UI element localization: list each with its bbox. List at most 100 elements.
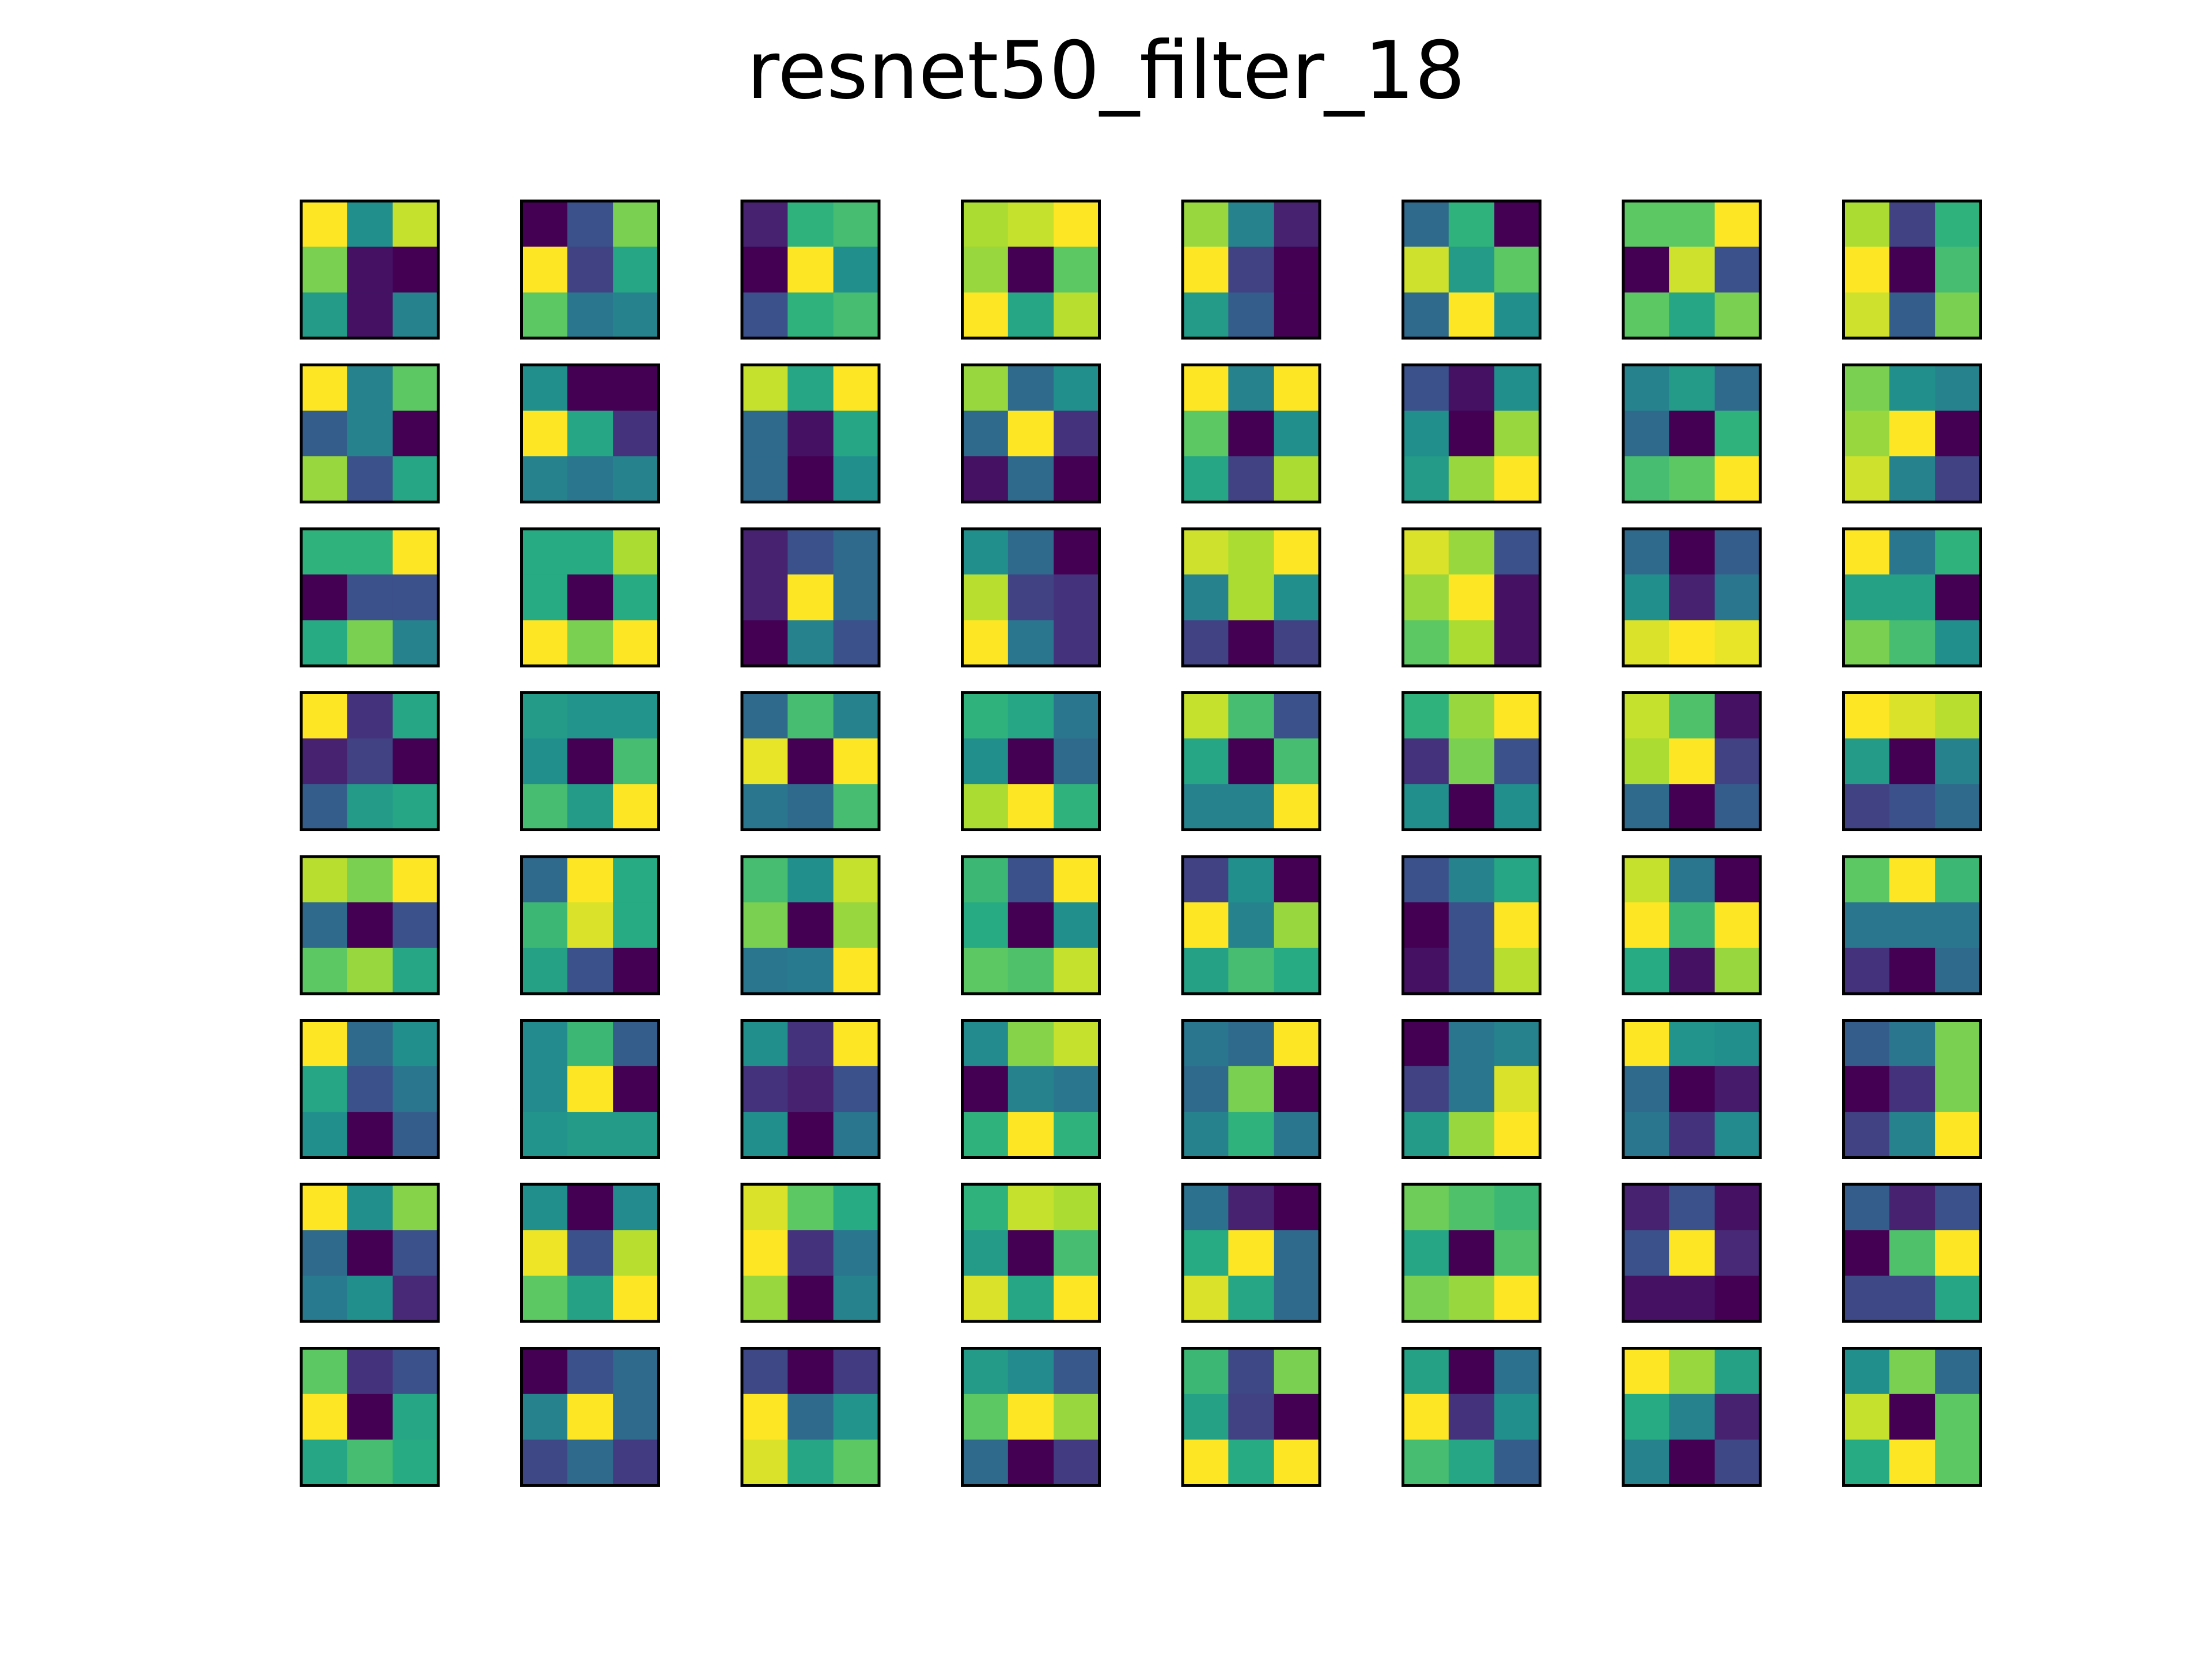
filter-40-cell-1-2 <box>1935 902 1982 949</box>
filter-16-cell-2-1 <box>1889 456 1936 503</box>
filter-58-cell-0-2 <box>613 1348 660 1395</box>
filter-25-frame <box>300 691 440 831</box>
filter-5-frame <box>1181 199 1321 340</box>
filter-47-cell-1-2 <box>1714 1066 1761 1112</box>
filter-15-frame <box>1622 363 1762 503</box>
filter-31-cell-0-1 <box>1669 692 1715 739</box>
filter-34-heatmap <box>520 855 660 995</box>
filter-28-cell-0-0 <box>962 692 1009 739</box>
filter-59-cell-2-0 <box>742 1440 788 1486</box>
filter-6-cell-0-1 <box>1448 201 1495 247</box>
filter-18-cell-1-2 <box>613 574 660 621</box>
filter-46-cell-2-1 <box>1448 1112 1495 1158</box>
filter-44-cell-0-0 <box>962 1020 1009 1067</box>
filter-54-cell-2-0 <box>1403 1275 1449 1322</box>
filter-43-cell-2-0 <box>742 1112 788 1158</box>
filter-14-cell-2-1 <box>1448 456 1495 503</box>
filter-32-cell-2-1 <box>1889 784 1936 831</box>
filter-37-heatmap <box>1181 855 1321 995</box>
filter-23-cell-2-1 <box>1669 620 1715 666</box>
filter-14-frame <box>1402 363 1541 503</box>
filter-53-cell-0-2 <box>1274 1184 1320 1230</box>
filter-55-cell-1-0 <box>1623 1230 1669 1277</box>
filter-21-cell-2-0 <box>1183 620 1229 666</box>
filter-58-frame <box>520 1347 660 1487</box>
filter-60-cell-1-0 <box>962 1393 1009 1440</box>
filter-63-cell-2-0 <box>1623 1440 1669 1486</box>
filter-37-cell-1-0 <box>1183 902 1229 949</box>
filter-50-heatmap <box>520 1183 660 1323</box>
filter-30-cell-1-0 <box>1403 738 1449 785</box>
filter-9-frame <box>300 363 440 503</box>
filter-42-cell-0-1 <box>567 1020 613 1067</box>
filter-20-cell-2-2 <box>1054 620 1100 666</box>
filter-16-frame <box>1842 363 1982 503</box>
filter-19-cell-0-2 <box>833 529 880 575</box>
filter-41-cell-1-2 <box>392 1066 439 1112</box>
filter-9-cell-1-0 <box>301 410 347 457</box>
filter-59-cell-1-1 <box>787 1393 834 1440</box>
chart-title: resnet50_filter_18 <box>747 24 1465 117</box>
filter-62-frame <box>1402 1347 1541 1487</box>
filter-19-cell-0-0 <box>742 529 788 575</box>
filter-38-cell-0-2 <box>1494 857 1541 903</box>
filter-16-cell-1-2 <box>1935 410 1982 457</box>
filter-25-cell-0-2 <box>392 692 439 739</box>
filter-41-cell-2-1 <box>347 1112 393 1158</box>
filter-23-cell-1-0 <box>1623 574 1669 621</box>
filter-17-cell-0-0 <box>301 529 347 575</box>
filter-11-frame <box>740 363 881 503</box>
filter-43-heatmap <box>740 1019 881 1159</box>
filter-11-cell-1-2 <box>833 410 880 457</box>
filter-52-cell-2-0 <box>962 1275 1009 1322</box>
filter-45-cell-0-2 <box>1274 1020 1320 1067</box>
filter-23-cell-1-2 <box>1714 574 1761 621</box>
filter-44-cell-0-1 <box>1007 1020 1054 1067</box>
filter-31-cell-2-0 <box>1623 784 1669 831</box>
filter-19-cell-0-1 <box>787 529 834 575</box>
filter-33-cell-0-2 <box>392 857 439 903</box>
filter-42-cell-1-1 <box>567 1066 613 1112</box>
filter-55-cell-0-2 <box>1714 1184 1761 1230</box>
filter-14-cell-0-1 <box>1448 365 1495 411</box>
filter-37-cell-1-1 <box>1228 902 1275 949</box>
filter-7-cell-1-0 <box>1623 247 1669 293</box>
filter-17-frame <box>300 527 440 668</box>
filter-3-cell-0-1 <box>787 201 834 247</box>
filter-9-cell-2-1 <box>347 456 393 503</box>
filter-30-frame <box>1402 691 1541 831</box>
filter-48-frame <box>1842 1019 1982 1159</box>
filter-1-cell-2-0 <box>301 292 347 339</box>
filter-27-frame <box>740 691 881 831</box>
filter-44-cell-1-0 <box>962 1066 1009 1112</box>
filter-30-cell-1-1 <box>1448 738 1495 785</box>
filter-64-heatmap <box>1842 1347 1982 1487</box>
filter-25-cell-0-0 <box>301 692 347 739</box>
filter-10-frame <box>520 363 660 503</box>
filter-38-heatmap <box>1402 855 1541 995</box>
filter-23-cell-2-0 <box>1623 620 1669 666</box>
filter-35-cell-2-2 <box>833 948 880 994</box>
filter-3-cell-2-0 <box>742 292 788 339</box>
filter-38-cell-2-0 <box>1403 948 1449 994</box>
filter-26-frame <box>520 691 660 831</box>
filter-18-cell-0-2 <box>613 529 660 575</box>
filter-1-cell-1-1 <box>347 247 393 293</box>
filter-8-cell-0-1 <box>1889 201 1936 247</box>
filter-28-frame <box>961 691 1101 831</box>
filter-4-frame <box>961 199 1101 340</box>
filter-38-cell-1-2 <box>1494 902 1541 949</box>
filter-37-cell-0-0 <box>1183 857 1229 903</box>
filter-24-cell-0-1 <box>1889 529 1936 575</box>
filter-26-cell-2-2 <box>613 784 660 831</box>
filter-50-cell-0-2 <box>613 1184 660 1230</box>
filter-25-cell-1-1 <box>347 738 393 785</box>
filter-46-heatmap <box>1402 1019 1541 1159</box>
filter-42-cell-1-2 <box>613 1066 660 1112</box>
filter-55-cell-1-1 <box>1669 1230 1715 1277</box>
filter-23-cell-2-2 <box>1714 620 1761 666</box>
filter-57-cell-1-0 <box>301 1393 347 1440</box>
filter-26-heatmap <box>520 691 660 831</box>
filter-31-cell-1-0 <box>1623 738 1669 785</box>
